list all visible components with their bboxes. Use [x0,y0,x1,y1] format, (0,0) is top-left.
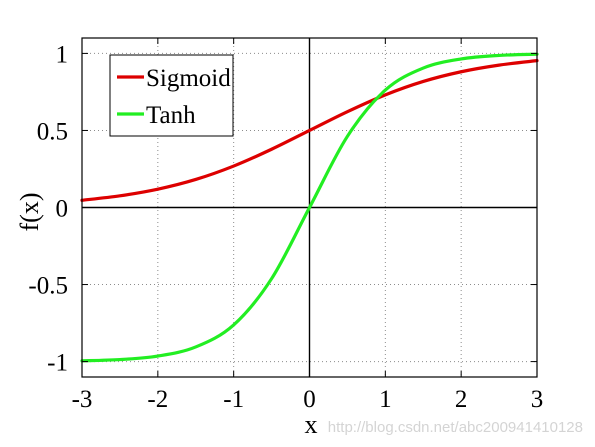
x-tick-label-0: -3 [72,386,93,413]
x-tick-label-1: -2 [147,386,168,413]
y-tick-label-1: -0.5 [28,273,68,300]
legend-label-sigmoid: Sigmoid [146,65,231,92]
x-axis-label: x [305,410,318,439]
x-tick-label-6: 3 [531,386,544,413]
legend-label-tanh: Tanh [146,102,196,129]
y-tick-label-2: 0 [56,196,69,223]
x-tick-label-4: 1 [379,386,392,413]
series-lines [80,52,539,363]
y-axis-label: f(x) [15,193,44,232]
x-tick-labels: -3 -2 -1 0 1 2 3 [72,386,544,413]
x-tick-label-5: 2 [455,386,468,413]
y-tick-labels: -1 -0.5 0 0.5 1 [28,41,68,376]
y-tick-label-3: 0.5 [37,118,68,145]
legend-box [109,54,234,137]
series-line-sigmoid [80,59,539,202]
legend: Sigmoid Tanh [109,54,234,137]
y-tick-label-0: -1 [47,350,68,377]
x-tick-label-2: -1 [223,386,244,413]
y-tick-label-4: 1 [56,41,69,68]
tick-marks [81,38,538,377]
x-tick-label-3: 0 [303,386,316,413]
series-line-tanh [80,52,539,363]
watermark-text: http://blog.csdn.net/abc200941410128 [328,419,583,436]
